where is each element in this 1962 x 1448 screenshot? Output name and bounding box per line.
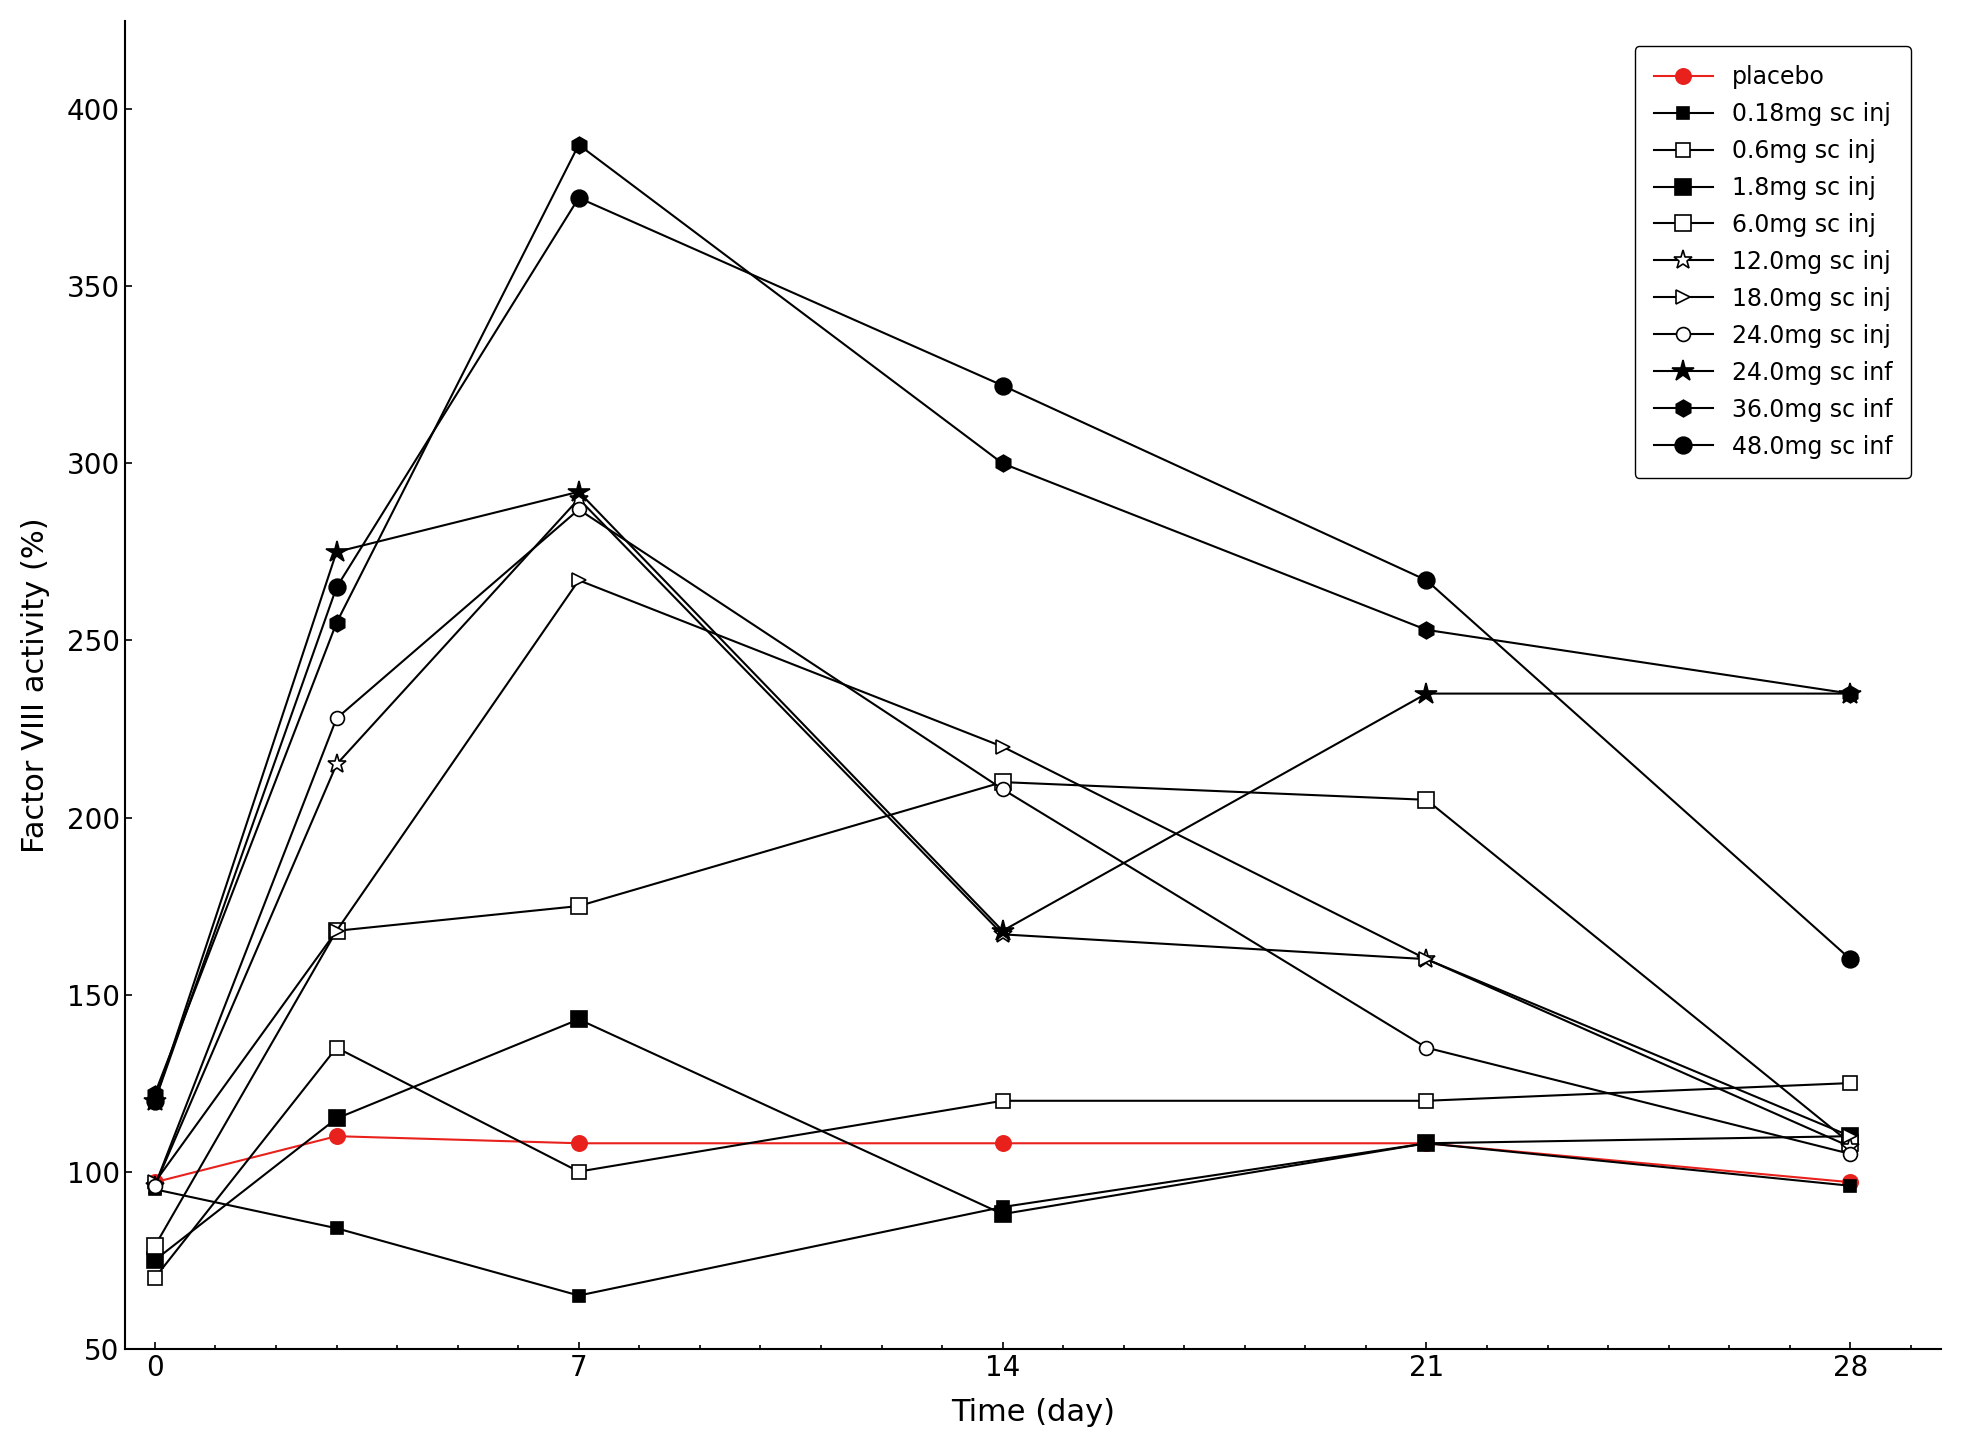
24.0mg sc inf: [991, 922, 1014, 940]
6.0mg sc inj: [1415, 791, 1438, 808]
Line: placebo: placebo: [147, 1128, 1858, 1190]
48.0mg sc inf: [1415, 572, 1438, 589]
12.0mg sc inj: [143, 1177, 167, 1195]
Line: 48.0mg sc inf: 48.0mg sc inf: [147, 190, 1858, 1109]
1.8mg sc inj: [326, 1109, 349, 1127]
X-axis label: Time (day): Time (day): [952, 1399, 1114, 1428]
48.0mg sc inf: [567, 190, 591, 207]
0.18mg sc inj: [1415, 1135, 1438, 1153]
0.18mg sc inj: [1838, 1177, 1862, 1195]
Line: 36.0mg sc inf: 36.0mg sc inf: [147, 136, 1858, 1102]
24.0mg sc inj: [991, 780, 1014, 798]
18.0mg sc inj: [143, 1173, 167, 1190]
6.0mg sc inj: [143, 1237, 167, 1254]
36.0mg sc inf: [1838, 685, 1862, 702]
24.0mg sc inf: [1838, 685, 1862, 702]
6.0mg sc inj: [991, 773, 1014, 791]
48.0mg sc inf: [326, 579, 349, 597]
24.0mg sc inf: [143, 1092, 167, 1109]
0.18mg sc inj: [991, 1199, 1014, 1216]
placebo: [143, 1173, 167, 1190]
48.0mg sc inf: [1838, 950, 1862, 967]
1.8mg sc inj: [1415, 1135, 1438, 1153]
6.0mg sc inj: [567, 898, 591, 915]
18.0mg sc inj: [326, 922, 349, 940]
48.0mg sc inf: [143, 1092, 167, 1109]
18.0mg sc inj: [991, 738, 1014, 756]
36.0mg sc inf: [143, 1085, 167, 1102]
48.0mg sc inf: [991, 376, 1014, 394]
1.8mg sc inj: [567, 1011, 591, 1028]
Line: 18.0mg sc inj: 18.0mg sc inj: [147, 573, 1858, 1189]
1.8mg sc inj: [991, 1205, 1014, 1222]
12.0mg sc inj: [1415, 950, 1438, 967]
placebo: [1838, 1173, 1862, 1190]
Legend: placebo, 0.18mg sc inj, 0.6mg sc inj, 1.8mg sc inj, 6.0mg sc inj, 12.0mg sc inj,: placebo, 0.18mg sc inj, 0.6mg sc inj, 1.…: [1634, 46, 1911, 478]
6.0mg sc inj: [1838, 1135, 1862, 1153]
placebo: [326, 1128, 349, 1145]
36.0mg sc inf: [1415, 621, 1438, 639]
36.0mg sc inf: [991, 455, 1014, 472]
0.6mg sc inj: [567, 1163, 591, 1180]
Line: 12.0mg sc inj: 12.0mg sc inj: [145, 489, 1860, 1196]
0.18mg sc inj: [567, 1287, 591, 1305]
24.0mg sc inj: [326, 710, 349, 727]
36.0mg sc inf: [567, 136, 591, 153]
12.0mg sc inj: [991, 925, 1014, 943]
24.0mg sc inf: [326, 543, 349, 560]
24.0mg sc inf: [1415, 685, 1438, 702]
Line: 24.0mg sc inj: 24.0mg sc inj: [147, 502, 1858, 1193]
1.8mg sc inj: [1838, 1128, 1862, 1145]
1.8mg sc inj: [143, 1251, 167, 1268]
placebo: [567, 1135, 591, 1153]
placebo: [1415, 1135, 1438, 1153]
18.0mg sc inj: [1838, 1128, 1862, 1145]
36.0mg sc inf: [326, 614, 349, 631]
0.6mg sc inj: [1415, 1092, 1438, 1109]
Line: 24.0mg sc inf: 24.0mg sc inf: [143, 481, 1862, 1112]
24.0mg sc inf: [567, 484, 591, 501]
24.0mg sc inj: [567, 501, 591, 518]
18.0mg sc inj: [1415, 950, 1438, 967]
0.18mg sc inj: [143, 1180, 167, 1197]
12.0mg sc inj: [326, 756, 349, 773]
Line: 1.8mg sc inj: 1.8mg sc inj: [147, 1012, 1858, 1268]
Line: 0.18mg sc inj: 0.18mg sc inj: [149, 1137, 1856, 1302]
24.0mg sc inj: [143, 1177, 167, 1195]
24.0mg sc inj: [1838, 1145, 1862, 1163]
Y-axis label: Factor VIII activity (%): Factor VIII activity (%): [22, 517, 49, 853]
Line: 6.0mg sc inj: 6.0mg sc inj: [147, 775, 1858, 1254]
12.0mg sc inj: [567, 491, 591, 508]
6.0mg sc inj: [326, 922, 349, 940]
0.18mg sc inj: [326, 1219, 349, 1237]
24.0mg sc inj: [1415, 1040, 1438, 1057]
placebo: [991, 1135, 1014, 1153]
Line: 0.6mg sc inj: 0.6mg sc inj: [147, 1041, 1858, 1284]
0.6mg sc inj: [326, 1040, 349, 1057]
0.6mg sc inj: [1838, 1074, 1862, 1092]
18.0mg sc inj: [567, 572, 591, 589]
0.6mg sc inj: [143, 1268, 167, 1286]
12.0mg sc inj: [1838, 1138, 1862, 1156]
0.6mg sc inj: [991, 1092, 1014, 1109]
